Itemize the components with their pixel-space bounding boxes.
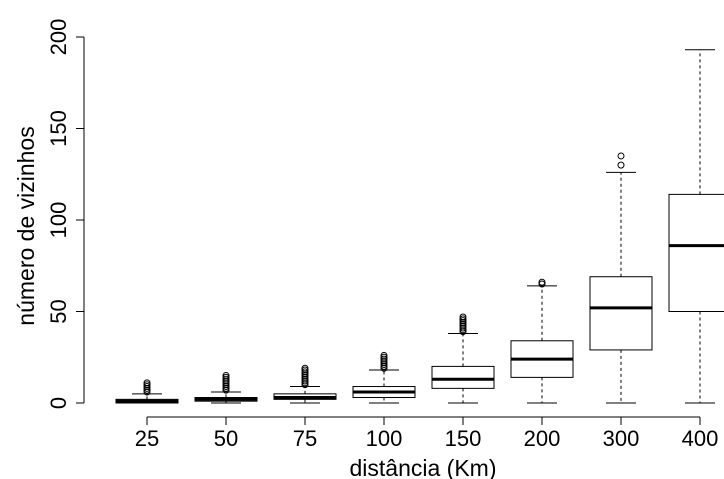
outlier-point — [143, 379, 151, 387]
outlier-point — [459, 320, 467, 328]
x-tick-label: 400 — [682, 426, 719, 451]
y-axis-title: número de vizinhos — [13, 126, 39, 325]
box-50 — [194, 372, 258, 404]
outlier-point — [301, 368, 309, 376]
outlier-point — [538, 278, 546, 286]
x-tick-label: 25 — [135, 426, 159, 451]
outlier-point — [143, 386, 151, 394]
outlier-point — [380, 355, 388, 363]
x-axis: 25 50 75 100 150 200 300 400 — [135, 416, 719, 451]
outlier-point — [301, 372, 309, 380]
outlier-point — [222, 379, 230, 387]
box-200 — [510, 278, 574, 404]
outlier-point — [301, 375, 309, 383]
outlier-point — [617, 161, 625, 169]
outlier-point — [222, 377, 230, 385]
outlier-point — [222, 384, 230, 392]
outlier-point — [459, 328, 467, 336]
outlier-point — [222, 383, 230, 391]
outlier-point — [380, 351, 388, 359]
y-tick-label: 200 — [46, 19, 71, 56]
x-tick-label: 100 — [366, 426, 403, 451]
outlier-point — [222, 372, 230, 380]
box-150 — [431, 313, 495, 404]
y-tick-label: 150 — [46, 110, 71, 147]
outlier-point — [459, 326, 467, 334]
outlier-point — [459, 313, 467, 321]
iqr-box — [431, 365, 495, 389]
outlier-point — [380, 362, 388, 370]
outlier-point — [222, 375, 230, 383]
outlier-point — [143, 381, 151, 389]
outlier-point — [143, 388, 151, 396]
outlier-point — [143, 384, 151, 392]
x-tick-label: 150 — [445, 426, 482, 451]
boxes-group — [115, 49, 724, 404]
outlier-point — [459, 317, 467, 325]
box-25 — [115, 379, 179, 404]
y-tick-label: 0 — [46, 397, 71, 409]
outlier-point — [459, 322, 467, 330]
outlier-point — [222, 373, 230, 381]
y-tick-label: 100 — [46, 202, 71, 239]
outlier-point — [301, 373, 309, 381]
outlier-point — [143, 383, 151, 391]
outlier-point — [380, 359, 388, 367]
outlier-point — [222, 381, 230, 389]
box-400 — [668, 49, 724, 404]
box-75 — [273, 364, 337, 404]
outlier-point — [301, 377, 309, 385]
outlier-point — [380, 353, 388, 361]
x-tick-label: 200 — [524, 426, 561, 451]
outlier-point — [380, 364, 388, 372]
iqr-box — [668, 193, 724, 313]
iqr-box — [589, 276, 653, 351]
outlier-point — [301, 379, 309, 387]
outlier-point — [538, 280, 546, 288]
outlier-point — [380, 361, 388, 369]
x-axis-title: distância (Km) — [350, 455, 497, 479]
outlier-point — [301, 364, 309, 372]
outlier-point — [380, 357, 388, 365]
y-tick-label: 50 — [46, 299, 71, 323]
x-tick-label: 300 — [603, 426, 640, 451]
x-tick-label: 50 — [214, 426, 238, 451]
outlier-point — [459, 315, 467, 323]
outlier-point — [459, 318, 467, 326]
outlier-point — [301, 370, 309, 378]
outlier-point — [301, 381, 309, 389]
box-100 — [352, 351, 416, 404]
outlier-point — [222, 386, 230, 394]
y-axis: 0 50 100 150 200 — [46, 19, 85, 409]
outlier-point — [459, 324, 467, 332]
x-tick-label: 75 — [293, 426, 317, 451]
outlier-point — [301, 366, 309, 374]
box-300 — [589, 152, 653, 404]
outlier-point — [617, 152, 625, 160]
